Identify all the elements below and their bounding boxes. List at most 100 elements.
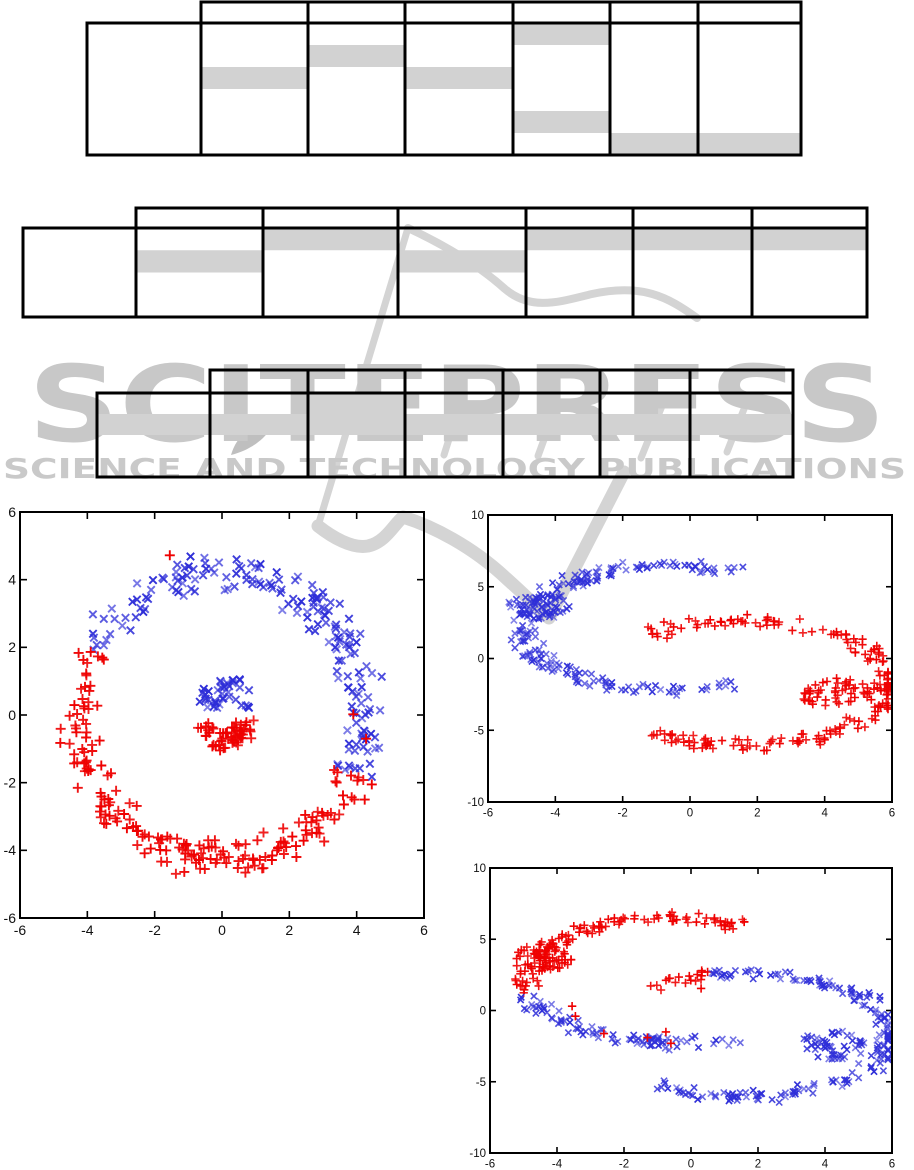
- data-point-x: [272, 567, 282, 577]
- data-point-x: [222, 572, 231, 582]
- data-point-+: [589, 921, 598, 931]
- data-point-x: [858, 1002, 867, 1010]
- data-point-+: [737, 741, 746, 750]
- data-point-+: [854, 717, 864, 726]
- data-point-x: [742, 1093, 751, 1101]
- data-point-x: [874, 1041, 883, 1050]
- data-point-+: [206, 841, 217, 852]
- data-point-+: [208, 739, 219, 750]
- shaded-cell: [752, 228, 867, 251]
- x-tick-label: 2: [754, 808, 760, 819]
- shaded-cell: [513, 23, 610, 45]
- data-point-x: [711, 1091, 719, 1100]
- scatter-points: [511, 908, 892, 1107]
- data-point-x: [736, 1089, 744, 1097]
- data-point-x: [536, 997, 544, 1006]
- data-point-+: [822, 677, 832, 686]
- data-point-x: [354, 689, 363, 699]
- data-point-x: [535, 583, 544, 591]
- data-point-+: [319, 836, 330, 847]
- data-point-+: [325, 807, 336, 818]
- data-point-x: [672, 1084, 681, 1092]
- data-point-+: [702, 913, 711, 923]
- x-tick-label: -4: [552, 1159, 563, 1170]
- data-point-x: [216, 683, 226, 692]
- data-point-+: [860, 722, 870, 732]
- data-point-+: [716, 916, 725, 926]
- data-point-x: [105, 629, 115, 639]
- shaded-cell: [136, 250, 263, 273]
- data-point-+: [306, 817, 317, 828]
- data-point-+: [777, 734, 786, 743]
- data-point-x: [884, 1056, 892, 1064]
- data-point-x: [843, 1046, 851, 1054]
- data-point-+: [534, 981, 543, 991]
- y-tick-label: 0: [480, 1006, 486, 1018]
- data-point-x: [88, 610, 98, 619]
- table-header-border: [199, 0, 803, 25]
- data-point-+: [727, 615, 736, 624]
- data-point-x: [673, 1043, 681, 1051]
- x-tick-label: 4: [822, 1159, 829, 1170]
- data-point-+: [103, 800, 114, 811]
- x-tick-label: 6: [420, 922, 428, 938]
- data-point-x: [214, 558, 224, 567]
- data-point-+: [307, 812, 318, 823]
- data-point-x: [795, 1087, 803, 1095]
- data-point-+: [567, 1002, 577, 1011]
- data-point-x: [544, 610, 552, 619]
- data-point-+: [689, 744, 698, 753]
- shaded-cell: [398, 250, 526, 273]
- data-point-x: [744, 967, 752, 975]
- data-point-x: [350, 648, 360, 658]
- data-point-+: [281, 842, 292, 853]
- axis-ticks: [487, 514, 893, 803]
- data-point-+: [700, 919, 709, 928]
- data-point-x: [555, 581, 563, 589]
- data-point-x: [92, 640, 102, 650]
- data-point-+: [223, 733, 234, 744]
- data-point-+: [301, 829, 312, 840]
- data-point-x: [630, 1031, 638, 1039]
- data-point-x: [855, 1041, 863, 1050]
- data-point-+: [806, 687, 815, 696]
- data-point-+: [258, 827, 269, 838]
- data-point-x: [803, 1045, 811, 1053]
- data-point-x: [685, 561, 693, 569]
- data-point-x: [558, 571, 566, 580]
- data-point-x: [581, 1027, 590, 1036]
- data-point-+: [69, 749, 80, 760]
- data-point-+: [92, 700, 103, 711]
- data-point-+: [287, 831, 298, 842]
- data-point-x: [332, 644, 342, 654]
- data-point-+: [154, 838, 165, 849]
- shaded-cell: [513, 111, 610, 133]
- data-point-+: [278, 849, 289, 859]
- data-point-+: [843, 638, 852, 647]
- results-table-1: [85, 0, 803, 157]
- data-point-+: [844, 697, 853, 706]
- y-tick-label: 0: [8, 707, 16, 723]
- results-tables: [21, 0, 869, 479]
- data-point-x: [698, 685, 706, 694]
- data-point-+: [96, 760, 107, 771]
- data-point-x: [669, 682, 678, 690]
- data-point-+: [689, 731, 698, 740]
- data-point-x: [232, 555, 241, 564]
- data-point-x: [128, 597, 137, 607]
- data-point-+: [180, 840, 191, 851]
- data-point-x: [200, 553, 209, 563]
- data-point-x: [276, 588, 285, 598]
- data-point-x: [546, 610, 554, 619]
- data-point-x: [367, 668, 377, 678]
- scatter-points: [505, 557, 893, 755]
- data-point-+: [562, 940, 572, 949]
- data-point-+: [547, 935, 557, 945]
- data-point-x: [355, 629, 365, 639]
- data-point-x: [254, 563, 263, 573]
- x-tick-label: 4: [353, 922, 361, 938]
- data-point-+: [763, 615, 772, 624]
- data-point-x: [643, 562, 652, 571]
- data-point-x: [665, 1046, 673, 1054]
- data-point-+: [312, 806, 323, 817]
